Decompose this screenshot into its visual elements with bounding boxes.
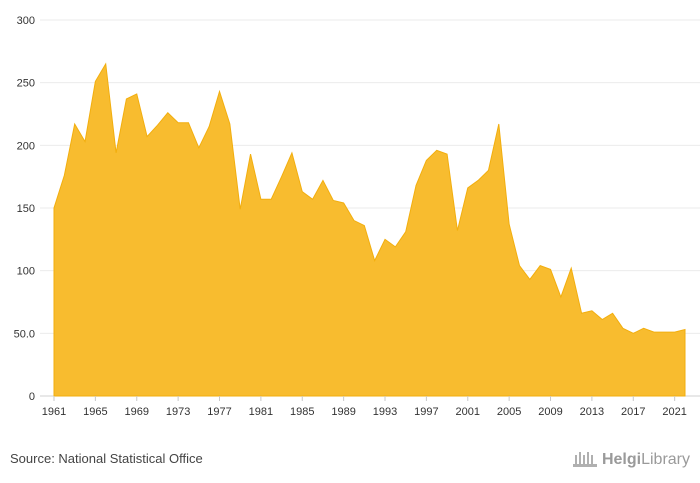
x-tick-label: 1961 bbox=[42, 406, 66, 418]
data-point[interactable] bbox=[507, 222, 511, 226]
y-tick-label: 150 bbox=[17, 203, 35, 215]
data-point[interactable] bbox=[290, 151, 294, 155]
x-tick-label: 1969 bbox=[125, 406, 149, 418]
data-point[interactable] bbox=[155, 123, 159, 127]
data-point[interactable] bbox=[517, 264, 521, 268]
data-point[interactable] bbox=[528, 277, 532, 281]
x-tick-label: 2001 bbox=[456, 406, 480, 418]
data-point[interactable] bbox=[404, 230, 408, 234]
source-note: Source: National Statistical Office bbox=[10, 451, 203, 466]
data-point[interactable] bbox=[569, 266, 573, 270]
data-point[interactable] bbox=[342, 201, 346, 205]
data-point[interactable] bbox=[176, 121, 180, 125]
data-point[interactable] bbox=[673, 330, 677, 334]
data-point[interactable] bbox=[352, 219, 356, 223]
data-point[interactable] bbox=[166, 111, 170, 115]
data-point[interactable] bbox=[414, 183, 418, 187]
data-point[interactable] bbox=[269, 197, 273, 201]
y-tick-label: 100 bbox=[17, 266, 35, 278]
footer: Source: National Statistical Office Helg… bbox=[0, 448, 700, 483]
data-point[interactable] bbox=[424, 158, 428, 162]
x-tick-label: 1981 bbox=[249, 406, 273, 418]
x-tick-label: 2017 bbox=[621, 406, 645, 418]
library-building-icon bbox=[572, 448, 598, 473]
data-point[interactable] bbox=[124, 97, 128, 101]
brand-logo[interactable]: Helgi Library bbox=[572, 448, 690, 472]
area-fill bbox=[53, 62, 686, 397]
data-point[interactable] bbox=[466, 186, 470, 190]
x-tick-label: 2005 bbox=[497, 406, 521, 418]
x-tick-label: 1989 bbox=[331, 406, 355, 418]
x-tick-label: 2013 bbox=[580, 406, 604, 418]
data-point[interactable] bbox=[590, 309, 594, 313]
x-tick-label: 1973 bbox=[166, 406, 190, 418]
data-point[interactable] bbox=[280, 175, 284, 179]
x-tick-label: 1977 bbox=[207, 406, 231, 418]
data-point[interactable] bbox=[207, 125, 211, 129]
x-tick-label: 1997 bbox=[414, 406, 438, 418]
y-tick-label: 0 bbox=[29, 391, 35, 403]
data-point[interactable] bbox=[52, 206, 56, 210]
data-point[interactable] bbox=[321, 178, 325, 182]
data-point[interactable] bbox=[114, 151, 118, 155]
data-point[interactable] bbox=[104, 62, 108, 66]
data-point[interactable] bbox=[652, 330, 656, 334]
data-point[interactable] bbox=[631, 331, 635, 335]
data-point[interactable] bbox=[249, 152, 253, 156]
data-point[interactable] bbox=[476, 178, 480, 182]
x-tick-label: 1993 bbox=[373, 406, 397, 418]
brand-name: Helgi bbox=[601, 451, 642, 468]
data-point[interactable] bbox=[93, 79, 97, 83]
data-point[interactable] bbox=[73, 122, 77, 126]
x-tick-label: 2009 bbox=[538, 406, 562, 418]
data-point[interactable] bbox=[486, 168, 490, 172]
y-tick-label: 250 bbox=[17, 78, 35, 90]
data-point[interactable] bbox=[580, 311, 584, 315]
data-point[interactable] bbox=[311, 197, 315, 201]
data-point[interactable] bbox=[228, 122, 232, 126]
data-point[interactable] bbox=[331, 198, 335, 202]
data-point[interactable] bbox=[600, 318, 604, 322]
y-tick-label: 300 bbox=[17, 15, 35, 27]
x-tick-label: 1985 bbox=[290, 406, 314, 418]
data-point[interactable] bbox=[197, 146, 201, 150]
data-point[interactable] bbox=[83, 140, 87, 144]
y-axis: 0 50.0 100 150 200 250 300 bbox=[14, 15, 35, 403]
data-point[interactable] bbox=[435, 148, 439, 152]
data-point[interactable] bbox=[135, 92, 139, 96]
data-point[interactable] bbox=[238, 207, 242, 211]
data-point[interactable] bbox=[218, 89, 222, 93]
data-point[interactable] bbox=[683, 328, 687, 332]
data-point[interactable] bbox=[445, 152, 449, 156]
data-point[interactable] bbox=[62, 173, 66, 177]
data-point[interactable] bbox=[662, 330, 666, 334]
data-point[interactable] bbox=[259, 197, 263, 201]
data-point[interactable] bbox=[373, 259, 377, 263]
area-chart: 0 50.0 100 150 200 250 300 1961 1965 1969 1973 197… bbox=[14, 15, 700, 418]
x-tick-label: 2021 bbox=[662, 406, 686, 418]
data-point[interactable] bbox=[362, 224, 366, 228]
data-point[interactable] bbox=[186, 121, 190, 125]
data-point[interactable] bbox=[497, 122, 501, 126]
data-point[interactable] bbox=[393, 245, 397, 249]
data-point[interactable] bbox=[549, 267, 553, 271]
y-tick-label: 200 bbox=[17, 140, 35, 152]
data-point[interactable] bbox=[611, 311, 615, 315]
data-point[interactable] bbox=[538, 264, 542, 268]
data-point[interactable] bbox=[455, 229, 459, 233]
data-point[interactable] bbox=[642, 326, 646, 330]
brand-suffix: Library bbox=[641, 451, 690, 468]
data-point[interactable] bbox=[621, 326, 625, 330]
x-axis: 1961 1965 1969 1973 1977 1981 1985 1989 1993 1997… bbox=[42, 396, 687, 418]
data-point[interactable] bbox=[559, 295, 563, 299]
data-point[interactable] bbox=[383, 237, 387, 241]
data-point[interactable] bbox=[145, 135, 149, 139]
data-point[interactable] bbox=[300, 190, 304, 194]
area-series bbox=[52, 62, 687, 397]
x-tick-label: 1965 bbox=[83, 406, 107, 418]
y-tick-label: 50.0 bbox=[14, 328, 35, 340]
